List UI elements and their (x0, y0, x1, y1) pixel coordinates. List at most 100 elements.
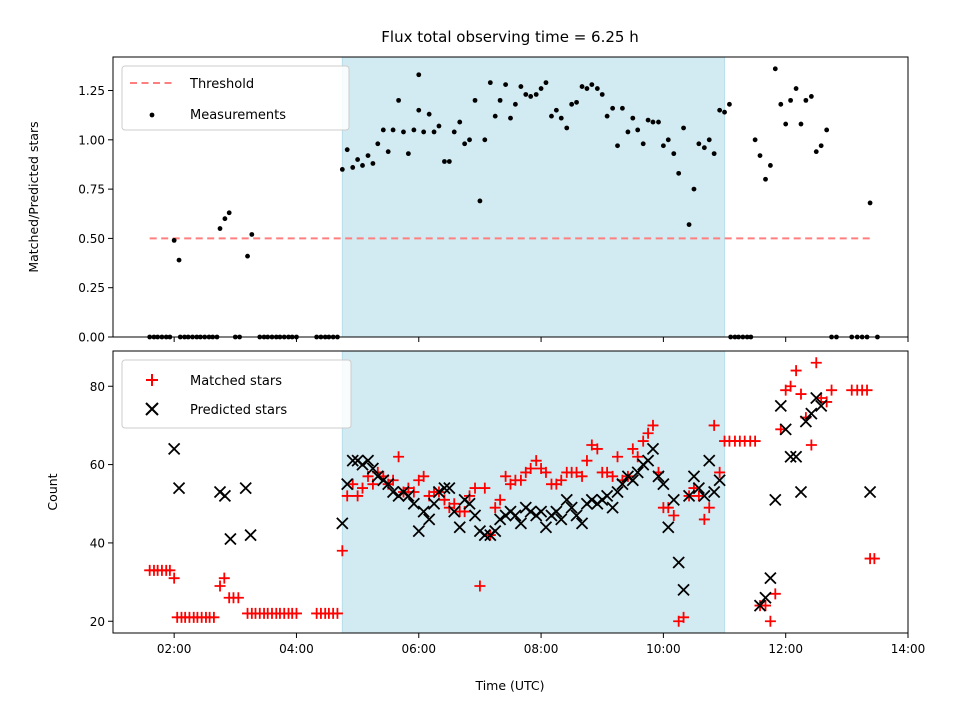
matched-point (795, 388, 807, 400)
matched-point (530, 455, 542, 467)
predicted-point (667, 493, 680, 506)
measurement-point (355, 157, 361, 162)
measurement-point (722, 109, 727, 115)
measurement-point (783, 121, 789, 127)
matched-point (693, 490, 705, 502)
predicted-point (682, 489, 696, 503)
predicted-point (713, 474, 726, 487)
matched-point (647, 419, 659, 431)
predicted-point (774, 399, 787, 412)
measurement-point (405, 151, 411, 157)
measurement-point (222, 216, 228, 222)
predicted-point (606, 501, 619, 514)
bottom-x-tick-label: 04:00 (279, 642, 314, 656)
predicted-point (753, 599, 767, 612)
measurement-point (416, 107, 422, 113)
predicted-point (708, 485, 721, 499)
predicted-point (769, 493, 782, 506)
predicted-points (168, 391, 877, 612)
matched-point (601, 466, 613, 478)
top-legend-box (121, 65, 350, 131)
predicted-point (468, 509, 482, 522)
predicted-point (356, 458, 369, 471)
measurement-point (798, 121, 804, 127)
bottom-y-tick-label: 60 (90, 458, 105, 472)
matched-point (168, 572, 180, 584)
matched-point (678, 611, 690, 623)
predicted-point (794, 485, 808, 499)
x-axis-label: Time (UTC) (474, 678, 544, 693)
measurement-point (671, 151, 677, 157)
measurement-point (763, 176, 768, 182)
measurement-point (589, 82, 595, 88)
bottom-y-tick-label: 80 (90, 380, 105, 394)
matched-point (418, 470, 430, 482)
measurement-point (711, 151, 717, 157)
legend-predicted-label: Predicted stars (190, 403, 287, 418)
measurement-point (620, 105, 625, 111)
predicted-point (244, 528, 257, 542)
predicted-point (427, 497, 441, 510)
predicted-point (489, 525, 502, 538)
predicted-point (514, 517, 528, 530)
predicted-point (386, 485, 400, 499)
measurement-point (558, 115, 564, 121)
measurement-point (245, 253, 250, 259)
measurement-point (867, 200, 873, 206)
measurement-point (508, 115, 513, 121)
measurement-point (676, 170, 682, 176)
matched-point (760, 600, 772, 612)
measurement-point (477, 198, 483, 204)
measurement-point (569, 101, 575, 107)
top-legend: Threshold Measurements (121, 65, 350, 131)
matched-point (612, 451, 624, 463)
bottom-x-tick-label: 02:00 (157, 642, 192, 656)
measurement-point (549, 113, 554, 119)
measurement-point (604, 113, 610, 119)
measurement-point (370, 161, 376, 166)
measurement-point (691, 186, 697, 192)
predicted-point (585, 493, 598, 506)
matched-point (341, 490, 353, 502)
matched-point (785, 380, 797, 392)
measurement-point (416, 72, 422, 78)
matched-point (581, 455, 593, 467)
measurement-point (462, 141, 468, 147)
predicted-point (657, 478, 670, 491)
predicted-point (443, 481, 456, 495)
predicted-point (565, 501, 578, 514)
measurement-point (757, 153, 763, 158)
predicted-point (524, 505, 537, 518)
measurement-point (645, 117, 651, 123)
predicted-point (438, 481, 451, 495)
predicted-point (759, 591, 772, 604)
measurement-point (411, 127, 417, 133)
matched-point (668, 510, 680, 521)
matched-point (790, 365, 802, 377)
top-y-tick-label: 1.00 (78, 133, 105, 147)
measurement-point (768, 163, 773, 168)
predicted-point (463, 497, 476, 510)
predicted-point (560, 493, 573, 506)
matched-point (393, 451, 405, 463)
bottom-x-tick-label: 06:00 (401, 642, 436, 656)
measurement-point (503, 82, 509, 88)
measurement-point (467, 137, 472, 143)
predicted-point (789, 450, 803, 463)
measurement-point (686, 222, 692, 228)
top-y-tick-label: 0.00 (78, 331, 105, 345)
measurement-point (727, 101, 732, 107)
measurement-point (396, 97, 401, 103)
measurement-point (579, 84, 585, 89)
matched-point (826, 384, 838, 396)
matched-point (218, 572, 230, 584)
matched-point (347, 478, 359, 490)
measurement-point (818, 143, 824, 149)
measurement-point (793, 86, 799, 91)
measurement-point (594, 86, 600, 91)
measurement-point (380, 127, 386, 133)
matched-point (805, 439, 817, 451)
matched-point (232, 592, 244, 604)
predicted-point (805, 407, 818, 420)
